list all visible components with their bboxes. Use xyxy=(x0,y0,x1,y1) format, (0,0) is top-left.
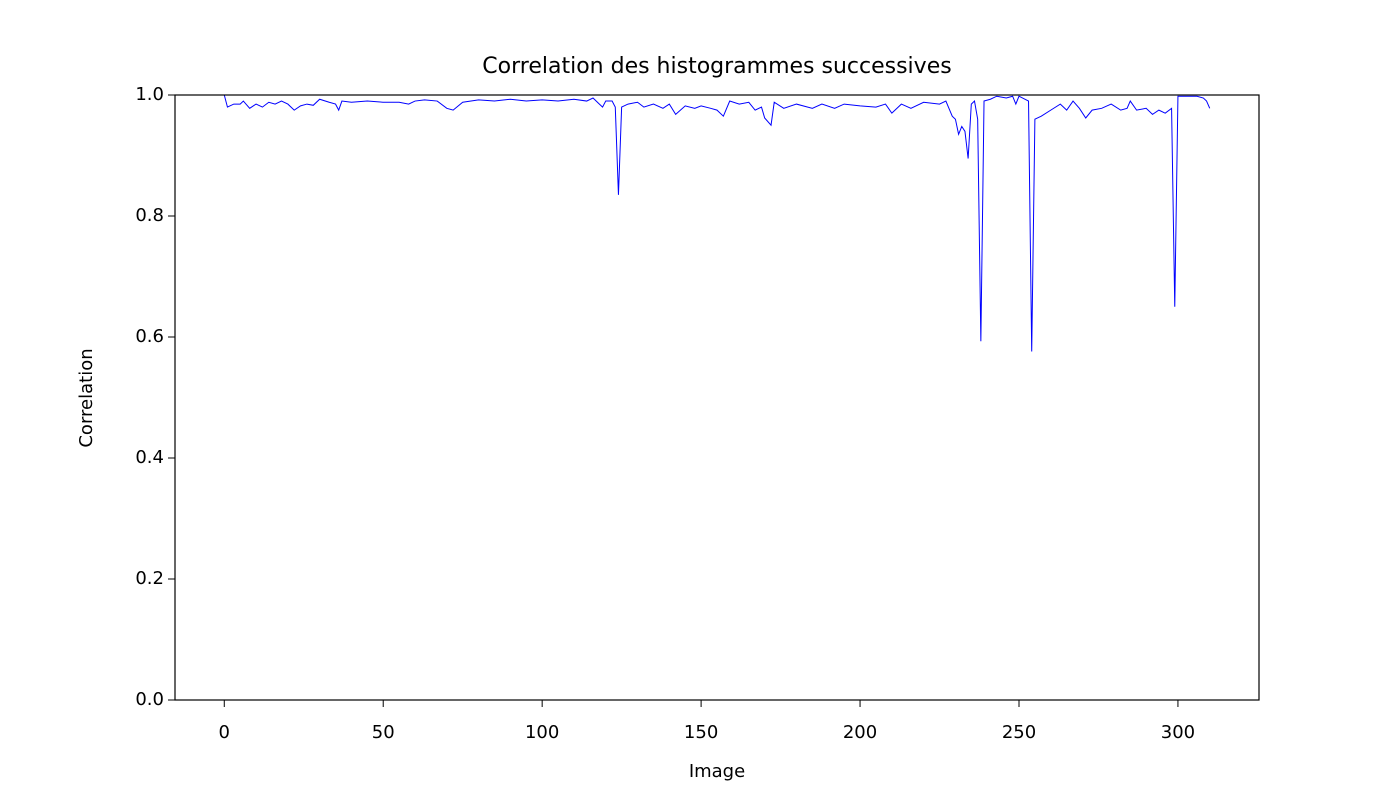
x-tick-label: 0 xyxy=(219,722,230,743)
chart-title: Correlation des histogrammes successives xyxy=(482,54,951,79)
x-tick-label: 250 xyxy=(1002,722,1036,743)
y-tick-label: 0.8 xyxy=(135,205,164,226)
data-line xyxy=(223,94,1211,352)
y-tick-label: 0.6 xyxy=(135,326,164,347)
x-tick-label: 100 xyxy=(525,722,559,743)
x-axis-label: Image xyxy=(689,761,745,782)
plot-frame xyxy=(174,94,1260,701)
x-tick-label: 50 xyxy=(372,722,395,743)
x-tick-label: 150 xyxy=(684,722,718,743)
x-tick-label: 200 xyxy=(843,722,877,743)
y-axis-label: Correlation xyxy=(76,348,97,447)
y-tick-label: 1.0 xyxy=(135,84,164,105)
y-tick-label: 0.4 xyxy=(135,447,164,468)
y-tick-label: 0.2 xyxy=(135,568,164,589)
x-tick-label: 300 xyxy=(1161,722,1195,743)
y-tick-label: 0.0 xyxy=(135,689,164,710)
